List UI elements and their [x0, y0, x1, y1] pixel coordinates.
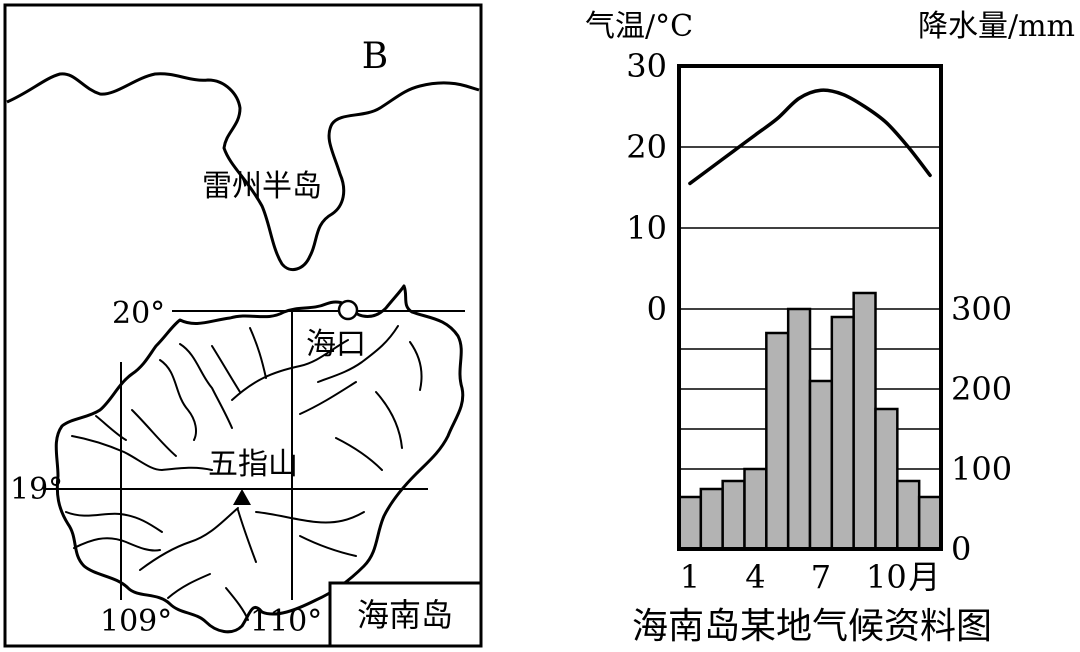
precip-tick-label: 0 [951, 530, 971, 568]
haikou-marker [337, 299, 359, 321]
river [95, 415, 127, 441]
chart-title: 海南岛某地气候资料图 [632, 606, 992, 647]
legend-box-label: 海南岛 [357, 596, 453, 634]
mountain-peak-icon [233, 489, 251, 505]
month-tick-label: 7 [811, 558, 831, 596]
river [317, 325, 399, 383]
river [71, 435, 213, 472]
temp-tick-label: 10 [626, 209, 667, 247]
river [159, 359, 197, 441]
precip-bar [808, 379, 834, 551]
river [409, 341, 423, 391]
river [249, 327, 267, 379]
temp-tick-label: 20 [626, 128, 667, 166]
precip-bar [786, 307, 812, 551]
lon-label-109: 109° [100, 604, 172, 639]
map-frame [3, 3, 483, 648]
precip-bar [917, 495, 943, 551]
month-tick-label: 10 [866, 558, 907, 596]
precip-bar [896, 479, 921, 551]
precip-axis-title: 降水量/mm [918, 9, 1075, 44]
river [73, 537, 161, 552]
plot-frame [677, 64, 943, 551]
legend-box [328, 581, 483, 648]
map-panel: B 雷州半岛 [3, 3, 483, 648]
month-tick-label: 4 [745, 558, 765, 596]
temp-axis-title: 气温/°C [585, 9, 693, 44]
river [65, 511, 163, 533]
rivers [65, 325, 423, 621]
river [179, 343, 233, 429]
river [299, 381, 357, 415]
mainland-coastline [6, 72, 480, 272]
river [255, 511, 365, 524]
precip-tick-label: 200 [951, 370, 1012, 408]
precip-tick-label: 100 [951, 450, 1012, 488]
panel-letter: B [362, 36, 388, 77]
month-tick-label: 1 [680, 558, 700, 596]
month-unit-label: 月 [908, 558, 940, 596]
river [335, 437, 383, 471]
temperature-line [688, 88, 932, 186]
river [237, 509, 257, 563]
precip-bar [699, 487, 724, 551]
river [375, 391, 403, 449]
precip-bar [874, 407, 899, 551]
precip-tick-label: 300 [951, 290, 1012, 328]
lat-label-20: 20° [112, 296, 165, 331]
precip-bar [852, 291, 877, 551]
city-label: 海口 [306, 327, 366, 362]
lat-label-19: 19° [10, 472, 63, 507]
mountain-label: 五指山 [208, 447, 298, 482]
lon-label-110: 110° [250, 604, 322, 639]
precip-bar [743, 467, 768, 551]
precip-bar [765, 331, 790, 551]
river [139, 507, 239, 571]
river [167, 573, 211, 599]
river [131, 409, 177, 457]
river [299, 535, 357, 557]
river [231, 339, 349, 401]
temp-tick-label: 30 [626, 47, 667, 85]
precip-bar [830, 315, 855, 551]
precip-bar [677, 495, 703, 551]
temperature-curve [688, 88, 932, 186]
temp-tick-label: 0 [647, 290, 667, 328]
river [211, 345, 241, 393]
peninsula-label: 雷州半岛 [202, 169, 322, 204]
precip-bar [721, 479, 746, 551]
precipitation-bars [677, 291, 943, 551]
river [225, 587, 249, 621]
